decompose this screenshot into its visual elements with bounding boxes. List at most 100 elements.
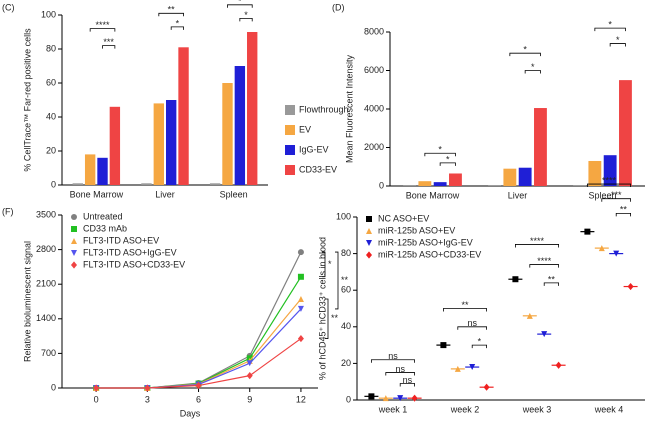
legend-swatch [285,125,295,135]
bar [573,185,586,186]
marker [297,305,304,312]
annotation: **** [96,20,111,30]
x-tick-label: Liver [508,190,528,200]
bar [165,100,177,185]
bracket [471,344,487,349]
bracket [227,4,253,8]
y-tick-label: 2100 [36,279,56,289]
marker [71,250,77,256]
marker [246,360,253,367]
y-tick-label: 6000 [364,65,384,75]
annotation: ns [467,318,477,328]
bracket [424,152,456,157]
annotation: * [244,10,248,20]
annotation: ** [620,205,628,215]
annotation: ** [341,275,349,285]
bracket [615,212,631,217]
annotation: ** [168,5,176,15]
x-tick-label: Spleen [588,190,616,200]
annotation: ** [461,300,469,310]
x-tick-label: week 4 [594,404,624,414]
bracket [509,52,541,57]
x-tick-label: Bone Marrow [70,189,124,199]
x-tick-label: 3 [145,394,150,404]
y-tick-label: 20 [341,358,351,368]
bar [84,154,96,185]
legend-label: miR-125b ASO+CD33-EV [378,249,481,259]
bracket [102,45,116,49]
series-line [96,298,302,389]
bar [449,173,462,186]
bracket [399,383,415,387]
legend-label: IgG-EV [299,144,329,154]
bracket [457,326,487,330]
bar [109,106,121,185]
annotation: ns [395,364,405,374]
bar [97,157,108,185]
marker [366,216,372,222]
y-tick-label: 8000 [364,26,384,36]
bracket [543,282,559,286]
marker [144,384,151,392]
bar [247,32,258,185]
legend-label: miR-125b ASO+EV [378,225,455,235]
legend-label: Flowthrough [299,104,349,114]
annotation: * [238,0,242,6]
bar [209,183,221,185]
legend-swatch [285,165,295,175]
legend-label: EV [299,124,311,134]
x-tick-label: Liver [155,189,175,199]
bracket [371,359,415,363]
marker [366,228,372,234]
annotation: * [438,145,442,155]
marker [246,372,253,380]
y-tick-label: 1400 [36,313,56,323]
legend-label: NC ASO+EV [378,213,429,223]
panel-label: (C) [2,2,15,12]
marker [71,214,77,220]
legend-label: FLT3-ITD ASO+IgG-EV [83,247,177,257]
annotation: * [478,336,482,346]
bracket [325,298,329,339]
bar [234,66,246,185]
y-tick-label: 60 [46,77,56,87]
y-tick-label: 40 [46,111,56,121]
annotation: * [616,35,620,45]
bracket [385,372,415,376]
y-tick-label: 0 [346,394,351,404]
legend-label: FLT3-ITD ASO+CD33-EV [83,259,185,269]
y-tick-label: 2000 [364,142,384,152]
bracket [529,264,559,268]
bar [72,183,83,185]
annotation: *** [611,190,622,200]
marker [71,238,77,244]
bar [619,80,632,186]
annotation: ** [331,313,339,323]
annotation: * [531,62,535,72]
x-tick-label: 6 [196,394,201,404]
annotation: ns [403,375,413,385]
bar [141,183,152,185]
y-tick-label: 40 [341,321,351,331]
y-tick-label: 0 [379,180,384,190]
bracket [443,308,487,312]
annotation: *** [103,37,114,47]
x-tick-label: 12 [296,394,306,404]
y-axis-title: % of hCD45⁺ hCD33⁺ cells in blood [317,237,327,380]
bracket [322,251,326,278]
legend-label: Untreated [83,211,123,221]
bracket [601,198,631,202]
marker [297,334,304,343]
bracket [89,28,116,32]
bar [178,47,189,185]
y-tick-label: 0 [51,179,56,189]
x-axis-title: Days [180,408,201,418]
y-tick-label: 4000 [364,103,384,113]
marker [71,261,77,269]
bar [603,155,617,186]
y-tick-label: 3500 [36,209,56,219]
bar [588,160,602,186]
x-tick-label: Spleen [220,189,248,199]
panel-label: (D) [332,2,345,12]
